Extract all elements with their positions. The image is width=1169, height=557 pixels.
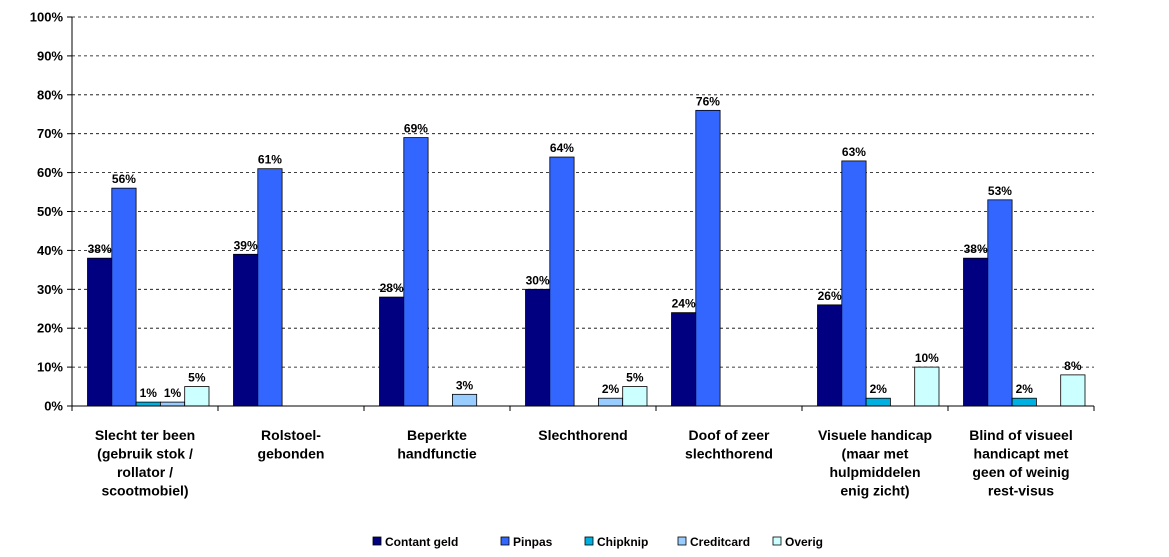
- bar-overig: [914, 366, 940, 407]
- bar-pinpas: [987, 199, 1013, 407]
- bar-pinpas: [403, 137, 429, 407]
- data-label: 53%: [988, 184, 1012, 198]
- data-label: 2%: [870, 382, 888, 396]
- y-tick-label: 100%: [30, 10, 64, 25]
- legend-swatch: [584, 536, 594, 546]
- data-label: 64%: [550, 141, 574, 155]
- axes: [71, 17, 1095, 411]
- data-label: 5%: [626, 371, 644, 385]
- data-label: 2%: [1016, 382, 1034, 396]
- legend-item-contant-geld: Contant geld: [372, 535, 458, 549]
- data-labels: 38% 56% 1% 1% 5% 39% 61% 28% 69% 3% 30% 64% 2% 5% 24% 7…: [88, 94, 1082, 400]
- category-label: Slecht ter been (gebruik stok / rollator /…: [95, 427, 195, 499]
- bar-contant-geld: [963, 257, 989, 407]
- data-label: 1%: [140, 386, 158, 400]
- data-label: 30%: [526, 273, 550, 287]
- bar-contant-geld: [233, 253, 259, 407]
- gridlines: [72, 16, 1094, 368]
- category-label: Slechthorend: [538, 427, 627, 443]
- data-label: 24%: [672, 297, 696, 311]
- bar-contant-geld: [87, 257, 113, 407]
- y-tick-label: 50%: [37, 204, 63, 219]
- bar-creditcard: [159, 401, 186, 407]
- bar-pinpas: [257, 168, 283, 407]
- data-label: 76%: [696, 94, 720, 108]
- data-label: 38%: [964, 242, 988, 256]
- y-tick-label: 60%: [37, 165, 63, 180]
- y-tick-label: 10%: [37, 360, 63, 375]
- bars: [87, 109, 1086, 407]
- data-label: 56%: [112, 172, 136, 186]
- bar-chipknip: [1011, 397, 1037, 407]
- legend-label: Contant geld: [385, 535, 458, 549]
- y-tick-label: 80%: [37, 87, 63, 102]
- bar-pinpas: [549, 156, 575, 407]
- y-tick-label: 70%: [37, 126, 63, 141]
- category-label: Rolstoel-gebonden: [258, 427, 325, 462]
- data-label: 3%: [456, 378, 474, 392]
- y-axis-ticks: 0% 10% 20% 30% 40% 50% 60% 70% 80% 90% 100%: [30, 10, 72, 414]
- bar-contant-geld: [525, 288, 551, 407]
- bar-overig: [184, 386, 210, 407]
- category-label: Beperkte handfunctie: [397, 427, 477, 462]
- data-label: 28%: [380, 281, 404, 295]
- data-label: 8%: [1064, 359, 1082, 373]
- category-label: Blind of visueel handicapt met geen of wei…: [969, 427, 1072, 499]
- bar-creditcard: [598, 397, 624, 407]
- data-label: 26%: [818, 289, 842, 303]
- bar-pinpas: [111, 187, 137, 407]
- legend-label: Creditcard: [690, 535, 750, 549]
- category-label: Doof of zeer slechthorend: [685, 427, 773, 462]
- legend: Contant geld Pinpas Chipknip Creditcard Over…: [372, 535, 823, 549]
- legend-label: Overig: [785, 535, 823, 549]
- data-label: 1%: [164, 386, 182, 400]
- bar-contant-geld: [671, 312, 697, 407]
- legend-label: Chipknip: [597, 535, 648, 549]
- y-tick-label: 30%: [37, 282, 63, 297]
- data-label: 39%: [234, 238, 258, 252]
- y-tick-label: 90%: [37, 48, 63, 63]
- legend-swatch: [372, 536, 382, 546]
- legend-item-overig: Overig: [772, 535, 823, 549]
- legend-swatch: [500, 536, 510, 546]
- bar-chipknip: [135, 401, 161, 407]
- bar-overig: [622, 386, 648, 407]
- bar-pinpas: [695, 109, 721, 407]
- y-tick-label: 0%: [44, 399, 63, 414]
- data-label: 5%: [188, 371, 206, 385]
- category-label: Visuele handicap (maar met hulpmiddelen eni…: [818, 427, 932, 499]
- legend-swatch: [677, 536, 687, 546]
- data-label: 38%: [88, 242, 112, 256]
- bar-contant-geld: [379, 296, 405, 407]
- bar-overig: [1060, 374, 1086, 407]
- category-labels: Slecht ter been (gebruik stok / rollator /…: [95, 427, 1073, 499]
- y-tick-label: 20%: [37, 321, 63, 336]
- data-label: 10%: [915, 351, 939, 365]
- data-label: 61%: [258, 153, 282, 167]
- legend-item-chipknip: Chipknip: [584, 535, 648, 549]
- bar-contant-geld: [817, 304, 843, 407]
- bar-pinpas: [841, 160, 867, 407]
- data-label: 2%: [602, 382, 620, 396]
- legend-swatch: [772, 536, 782, 546]
- legend-item-creditcard: Creditcard: [677, 535, 750, 549]
- bar-creditcard: [451, 393, 478, 407]
- y-tick-label: 40%: [37, 243, 63, 258]
- bar-chipknip: [865, 397, 891, 407]
- data-label: 69%: [404, 122, 428, 136]
- data-label: 63%: [842, 145, 866, 159]
- legend-item-pinpas: Pinpas: [500, 535, 553, 549]
- legend-label: Pinpas: [513, 535, 553, 549]
